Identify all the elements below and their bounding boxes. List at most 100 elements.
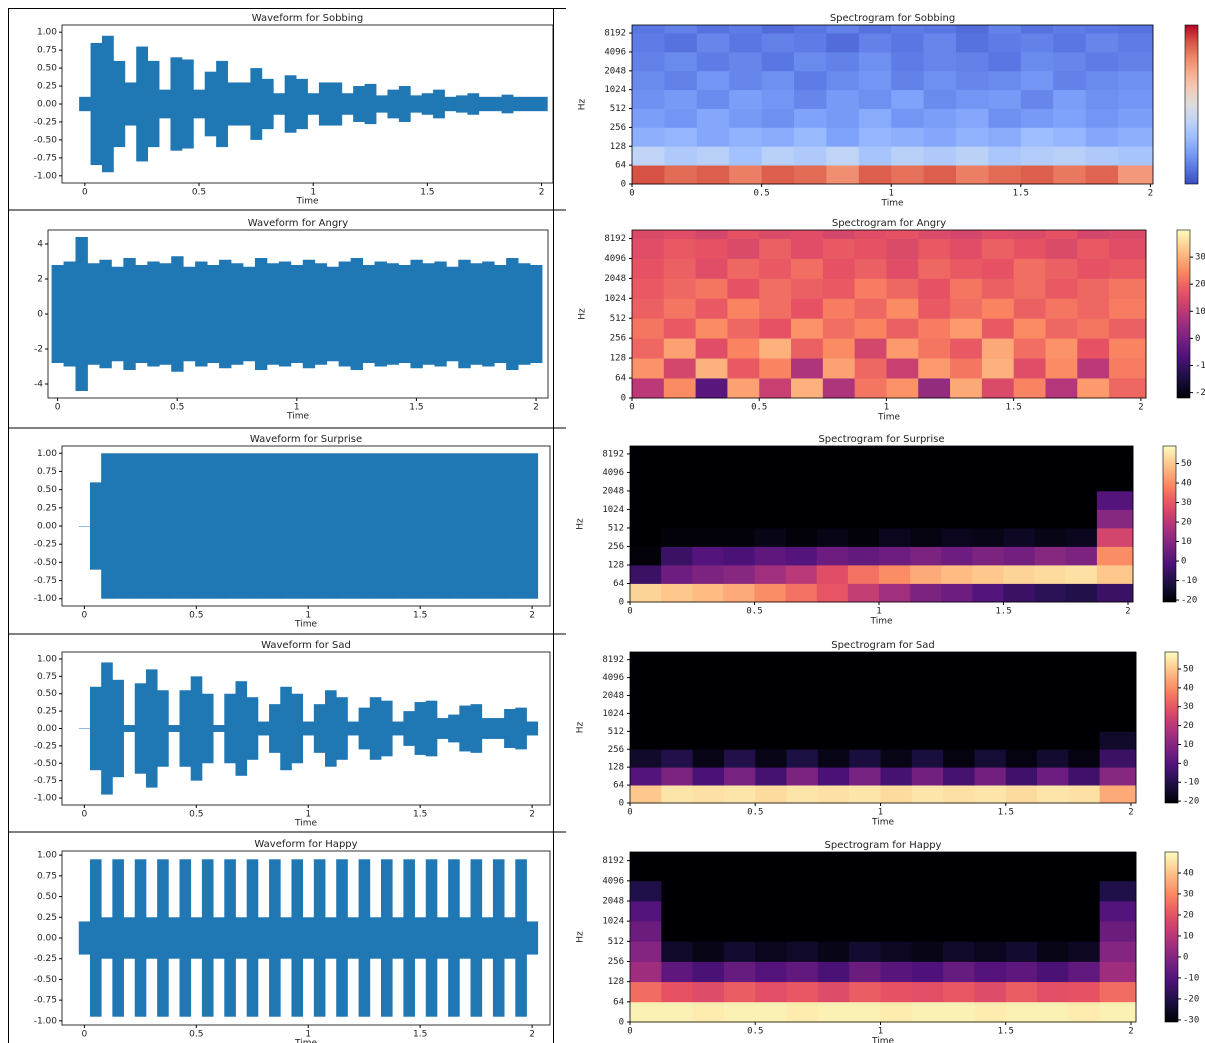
spectrogram-cell [974,731,1006,749]
spectrogram-cell [724,696,756,714]
spectrogram-cell [943,731,975,749]
waveform-envelope [235,453,247,598]
spectrogram-cell [723,546,755,565]
spectrogram-cell [880,660,912,678]
waveform-envelope [146,453,158,598]
spectrogram-cell [912,652,944,660]
waveform-envelope [159,263,171,365]
spectrogram-cell [880,982,912,1003]
spectrogram-cell [729,52,762,71]
spectrogram-cell [880,941,912,962]
spectrogram-cell [912,731,944,749]
spectrogram-cell [859,33,892,52]
waveform-envelope [124,725,136,732]
y-tick-label: 1.00 [37,654,57,664]
spectrogram-cell [661,731,693,749]
spectrogram-cell [787,731,819,749]
waveform-envelope [90,859,102,1016]
spectrogram-cell [794,109,827,128]
spectrogram-cell [943,678,975,696]
spectrogram-cell [759,298,791,318]
spectrogram-cell [1068,749,1100,767]
spectrogram-cell [692,454,724,473]
spectrogram-cell [1068,652,1100,660]
spectrogram-cell [727,239,759,259]
spectrogram-cell [988,165,1021,184]
y-tick-label: -0.25 [34,540,57,550]
spectrogram-cell [630,472,662,491]
spectrogram-cell [974,901,1006,922]
spectrogram-cell [692,509,724,528]
waveform-envelope [526,921,538,954]
spectrogram-cell [661,546,693,565]
spectrogram-cell [1077,338,1109,358]
spectrogram-cell [724,652,756,660]
spectrogram-cell [755,565,787,584]
spectrogram-cell [786,454,818,473]
y-tick-label: 1024 [604,85,626,95]
spectrogram-cell [1037,767,1069,785]
waveform-envelope [347,453,359,598]
spectrogram-cell [974,961,1006,982]
spectrogram-cell [879,583,911,602]
waveform-envelope [157,453,169,598]
spectrogram-cell [630,446,662,454]
spectrogram-cell [794,52,827,71]
spectrogram-cell [693,713,725,731]
waveform-envelope [91,43,103,165]
waveform-envelope [168,453,180,598]
x-tick-label: 0.5 [189,611,203,621]
spectrogram-cell [1109,258,1146,278]
spectrogram-cell [1077,239,1109,259]
spectrogram-cell [943,713,975,731]
spectrogram-cell [630,713,662,731]
spectrogram-cell [859,165,892,184]
spectrogram-cell [912,901,944,922]
spectrogram-cell [630,652,662,660]
spectrogram-cell [630,678,662,696]
x-axis-label: Time [295,197,318,207]
spectrogram-cell [1077,278,1109,298]
colorbar-tick-label: 20 [1195,280,1205,290]
spectrogram-cell [886,338,918,358]
spectrogram-cell [693,660,725,678]
spectrogram-cell [941,583,973,602]
spectrogram-cell [855,358,887,378]
spectrogram-cell [661,454,693,473]
spectrogram-cell [817,509,849,528]
spectrogram-cell [1053,109,1086,128]
waveform-envelope [303,722,315,736]
spectrogram-cell [1100,901,1137,922]
y-tick-label: 0 [619,799,624,809]
waveform-envelope [375,262,387,367]
waveform-envelope [518,263,530,365]
y-tick-label: -0.50 [34,759,58,769]
spectrogram-cell [786,509,818,528]
waveform-envelope [191,917,203,958]
waveform-envelope [202,694,214,764]
spectrogram-cell [912,941,944,962]
spectrogram-cell [630,852,662,861]
spectrogram-cell [918,230,950,239]
spectrogram-cell [630,546,662,565]
spectrogram-cell [1021,90,1054,109]
spectrogram-cell [982,378,1014,398]
waveform-envelope [347,722,359,736]
spectrogram-cell [972,565,1004,584]
spectrogram-cell [693,941,725,962]
spectrogram-cell [941,454,973,473]
chart-grid: -1.00-0.75-0.50-0.250.000.250.500.751.00… [0,0,1205,1043]
spectrogram-cell [787,921,819,942]
spectrogram-cell [859,71,892,90]
spectrogram-cell [1004,491,1036,510]
spectrogram-cell [729,71,762,90]
spectrogram-cell [1068,713,1100,731]
waveform-envelope [504,917,516,958]
x-tick-label: 1.5 [998,1027,1014,1037]
spectrogram-cell [1118,127,1153,146]
spectrogram-cell [755,749,787,767]
spectrogram-cell [941,528,973,547]
waveform-envelope [446,267,458,362]
waveform-envelope [101,662,113,794]
waveform-envelope [224,453,236,598]
